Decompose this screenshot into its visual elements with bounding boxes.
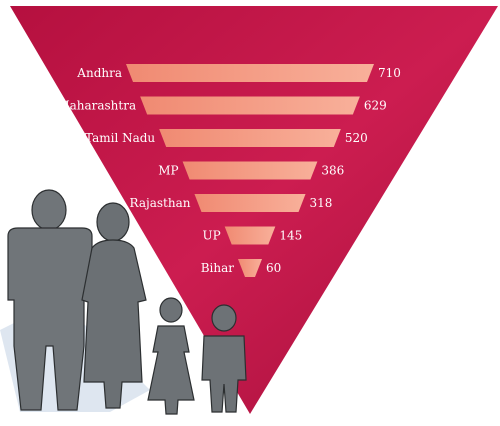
man-figure-icon [7,189,93,411]
boy-figure-icon [201,304,247,413]
value-labels-group: 710 629 520 386 318 145 60 [266,66,401,275]
bar-rajasthan [194,194,306,212]
bar-bihar [238,259,262,277]
value-label: 386 [321,164,344,178]
category-label: MP [158,164,178,178]
bar-mp [182,161,318,180]
category-label: UP [202,229,220,243]
bars-group [126,64,374,277]
value-label: 520 [345,131,368,145]
value-label: 629 [364,99,387,113]
category-labels-group: Andhra Maharashtra Tamil Nadu MP Rajasthan UP… [57,66,234,275]
bar-maharashtra [140,96,360,115]
value-label: 145 [279,229,302,243]
bar-up [224,226,276,245]
woman-figure-icon [81,202,147,409]
category-label: Bihar [201,261,235,275]
value-label: 318 [310,196,333,210]
category-label: Andhra [76,66,122,80]
value-label: 710 [378,66,401,80]
family-illustration [7,189,247,415]
category-label: Rajasthan [130,196,191,210]
bar-andhra [126,64,374,82]
category-label: Tamil Nadu [85,131,155,145]
value-label: 60 [266,261,281,275]
category-label: Maharashtra [57,99,136,113]
bar-tamil-nadu [159,129,341,147]
girl-figure-icon [147,297,195,415]
